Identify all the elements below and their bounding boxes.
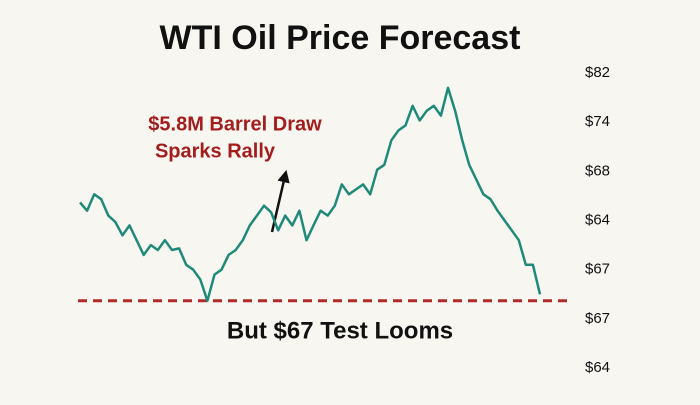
chart-title: WTI Oil Price Forecast [160,19,521,57]
y-tick-label: $68 [585,162,610,179]
y-tick-label: $64 [585,211,610,228]
y-tick-label: $67 [585,261,610,278]
reference-label: But $67 Test Looms [227,317,453,344]
y-tick-label: $82 [585,64,610,81]
annotation: $5.8M Barrel Draw [148,113,322,135]
price-line [79,86,542,303]
y-tick-label: $74 [585,113,610,130]
y-tick-label: $64 [585,359,610,376]
y-tick-label: $67 [585,310,610,327]
annotation: Sparks Rally [155,140,276,162]
